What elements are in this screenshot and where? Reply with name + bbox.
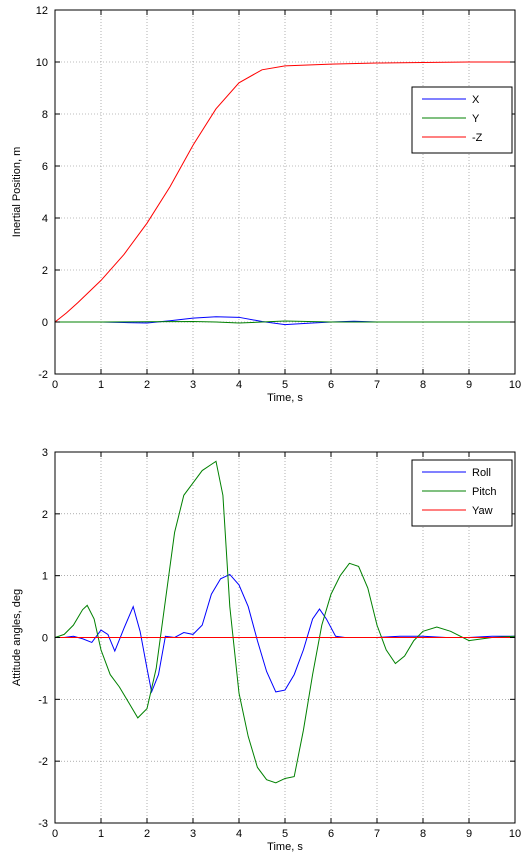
x-tick-label: 10 bbox=[509, 828, 521, 840]
x-tick-label: 4 bbox=[236, 828, 242, 840]
y-axis-label: Attitude angles, deg bbox=[11, 589, 23, 686]
x-tick-label: 5 bbox=[282, 828, 288, 840]
y-tick-label: 2 bbox=[42, 509, 48, 521]
y-tick-label: 2 bbox=[42, 265, 48, 277]
legend: XY -Z bbox=[411, 86, 513, 154]
legend-label: Roll bbox=[472, 467, 491, 479]
x-tick-label: 7 bbox=[374, 828, 380, 840]
y-tick-label: 8 bbox=[42, 109, 48, 121]
series-group bbox=[54, 460, 516, 784]
x-tick-label: 3 bbox=[190, 828, 196, 840]
x-tick-label: 9 bbox=[466, 379, 472, 391]
legend-box bbox=[411, 86, 513, 154]
gridlines bbox=[55, 10, 515, 374]
legend-label: -Z bbox=[472, 132, 483, 144]
legend: Roll Pitch Yaw bbox=[411, 459, 513, 527]
x-tick-label: 3 bbox=[190, 379, 196, 391]
y-tick-label: -3 bbox=[38, 818, 48, 830]
x-tick-label: 8 bbox=[420, 828, 426, 840]
chart-2: 0 1 2 3 4 5 6 7 8 9 10 -3 -2 -1 0 1 2 3 Time, s Attitude an… bbox=[11, 447, 521, 853]
y-tick-label: 6 bbox=[42, 161, 48, 173]
x-tick-label: 8 bbox=[420, 379, 426, 391]
tick-marks bbox=[54, 451, 516, 824]
x-tick-label: 1 bbox=[98, 828, 104, 840]
legend-label: Y bbox=[472, 113, 480, 125]
y-tick-label: 0 bbox=[42, 317, 48, 329]
x-axis-label: Time, s bbox=[267, 392, 303, 404]
x-tick-label: 7 bbox=[374, 379, 380, 391]
y-tick-label: 0 bbox=[42, 633, 48, 645]
series-group bbox=[54, 61, 515, 326]
y-tick-label: 3 bbox=[42, 447, 48, 459]
x-tick-label: 5 bbox=[282, 379, 288, 391]
x-axis-label: Time, s bbox=[267, 841, 303, 853]
y-tick-label: 12 bbox=[36, 5, 48, 17]
x-tick-label: 6 bbox=[328, 828, 334, 840]
x-tick-label: 9 bbox=[466, 828, 472, 840]
x-tick-label: 2 bbox=[144, 379, 150, 391]
y-tick-label: -1 bbox=[38, 694, 48, 706]
y-tick-label: -2 bbox=[38, 756, 48, 768]
y-tick-label: -2 bbox=[38, 369, 48, 381]
series-line-pitch bbox=[54, 460, 516, 784]
series-line-z bbox=[54, 61, 515, 323]
x-tick-label: 10 bbox=[509, 379, 521, 391]
legend-label: Pitch bbox=[472, 486, 496, 498]
y-tick-label: 10 bbox=[36, 57, 48, 69]
legend-label: X bbox=[472, 94, 480, 106]
legend-label: Yaw bbox=[472, 505, 493, 517]
x-tick-label: 4 bbox=[236, 379, 242, 391]
y-axis-label: Inertial Position, m bbox=[11, 147, 23, 237]
y-tick-label: 4 bbox=[42, 213, 48, 225]
legend-box bbox=[411, 459, 513, 527]
gridlines bbox=[55, 452, 515, 823]
x-tick-label: 1 bbox=[98, 379, 104, 391]
x-tick-label: 2 bbox=[144, 828, 150, 840]
x-tick-label: 0 bbox=[52, 379, 58, 391]
y-tick-label: 1 bbox=[42, 571, 48, 583]
x-tick-label: 6 bbox=[328, 379, 334, 391]
series-line-y bbox=[55, 320, 515, 324]
x-tick-label: 0 bbox=[52, 828, 58, 840]
